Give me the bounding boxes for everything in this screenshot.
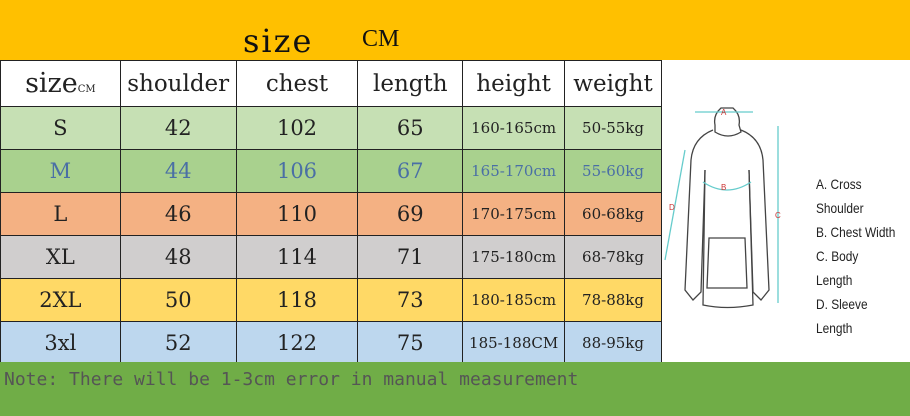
hoodie-diagram: A B C D [663, 60, 910, 362]
cell-shoulder: 50 [119, 278, 237, 322]
cell-weight: 88-95kg [564, 321, 662, 365]
cell-height: 180-185cm [462, 278, 566, 322]
hoodie-icon: A B C D [664, 107, 781, 309]
cell-shoulder: 44 [119, 149, 237, 193]
title-unit: CM [362, 26, 400, 52]
note-text: Note: There will be 1-3cm error in manua… [4, 369, 579, 390]
cell-shoulder: 42 [119, 106, 237, 150]
cell-height: 185-188CM [462, 321, 566, 365]
note-bar: Note: There will be 1-3cm error in manua… [0, 362, 910, 416]
label-d: D [669, 203, 675, 212]
col-weight: weight [564, 60, 662, 107]
legend-item: A. Cross Shoulder [816, 176, 864, 216]
legend-item: D. Sleeve Length [816, 296, 868, 336]
col-chest: chest [235, 60, 359, 107]
cell-size: M [0, 149, 121, 193]
measurement-legend: A. Cross Shoulder B. Chest Width C. Body… [816, 172, 896, 340]
cell-chest: 122 [235, 321, 359, 365]
label-b: B [721, 183, 726, 192]
label-a: A [721, 108, 727, 117]
cell-chest: 114 [235, 235, 359, 279]
cell-height: 160-165cm [462, 106, 566, 150]
cell-weight: 68-78kg [564, 235, 662, 279]
table-row: L 46 110 69 170-175cm 60-68kg [0, 192, 662, 236]
col-length: length [357, 60, 464, 107]
col-shoulder: shoulder [119, 60, 237, 107]
cell-weight: 78-88kg [564, 278, 662, 322]
label-c: C [775, 211, 781, 220]
cell-size: L [0, 192, 121, 236]
title-bar: size CM [0, 0, 910, 60]
cell-height: 170-175cm [462, 192, 566, 236]
col-height: height [462, 60, 566, 107]
cell-size: 3xl [0, 321, 121, 365]
table-row: XL 48 114 71 175-180cm 68-78kg [0, 235, 662, 279]
cell-chest: 118 [235, 278, 359, 322]
cell-length: 69 [357, 192, 464, 236]
cell-height: 165-170cm [462, 149, 566, 193]
cell-shoulder: 46 [119, 192, 237, 236]
cell-size: S [0, 106, 121, 150]
table-row: 2XL 50 118 73 180-185cm 78-88kg [0, 278, 662, 322]
table-row: 3xl 52 122 75 185-188CM 88-95kg [0, 321, 662, 365]
cell-shoulder: 48 [119, 235, 237, 279]
cell-size: XL [0, 235, 121, 279]
cell-chest: 102 [235, 106, 359, 150]
cell-size: 2XL [0, 278, 121, 322]
cell-height: 175-180cm [462, 235, 566, 279]
cell-length: 65 [357, 106, 464, 150]
cell-weight: 55-60kg [564, 149, 662, 193]
cell-chest: 106 [235, 149, 359, 193]
header-row: sizeCM shoulder chest length height weig… [0, 60, 662, 107]
cell-length: 75 [357, 321, 464, 365]
cell-length: 73 [357, 278, 464, 322]
legend-item: B. Chest Width [816, 224, 896, 240]
legend-item: C. Body Length [816, 248, 859, 288]
title: size [243, 22, 314, 60]
col-size: sizeCM [0, 60, 121, 107]
size-table: sizeCM shoulder chest length height weig… [0, 60, 662, 365]
cell-weight: 50-55kg [564, 106, 662, 150]
table-row: S 42 102 65 160-165cm 50-55kg [0, 106, 662, 150]
cell-length: 67 [357, 149, 464, 193]
cell-chest: 110 [235, 192, 359, 236]
cell-weight: 60-68kg [564, 192, 662, 236]
cell-shoulder: 52 [119, 321, 237, 365]
table-row: M 44 106 67 165-170cm 55-60kg [0, 149, 662, 193]
cell-length: 71 [357, 235, 464, 279]
